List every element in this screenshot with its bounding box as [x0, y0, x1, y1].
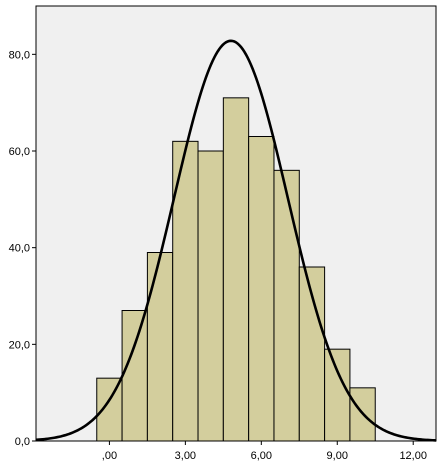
x-axis: ,00 3,00 6,00 9,00 12,00 [102, 441, 427, 462]
histogram-bar [197, 150, 224, 442]
normal-curve [35, 39, 437, 442]
x-tick-label: 6,00 [251, 450, 272, 462]
x-tick-label: 12,00 [399, 450, 427, 462]
y-tick-label: 80,0 [9, 49, 30, 61]
histogram-bar [96, 377, 123, 442]
y-axis: 0,0 20,0 40,0 60,0 80,0 [9, 49, 36, 448]
histogram-bar [222, 97, 250, 442]
histogram-bar [248, 136, 275, 442]
histogram-bar [324, 348, 351, 442]
histogram-bar [146, 252, 174, 442]
x-tick-label: 3,00 [175, 450, 196, 462]
histogram-bar [121, 310, 148, 442]
x-tick-label: 9,00 [327, 450, 348, 462]
y-tick-label: 60,0 [9, 146, 30, 158]
y-tick-label: 0,0 [15, 436, 30, 448]
y-tick-label: 40,0 [9, 243, 30, 255]
x-tick-label: ,00 [102, 450, 117, 462]
y-tick-label: 20,0 [9, 339, 30, 351]
histogram-bar [273, 169, 300, 442]
